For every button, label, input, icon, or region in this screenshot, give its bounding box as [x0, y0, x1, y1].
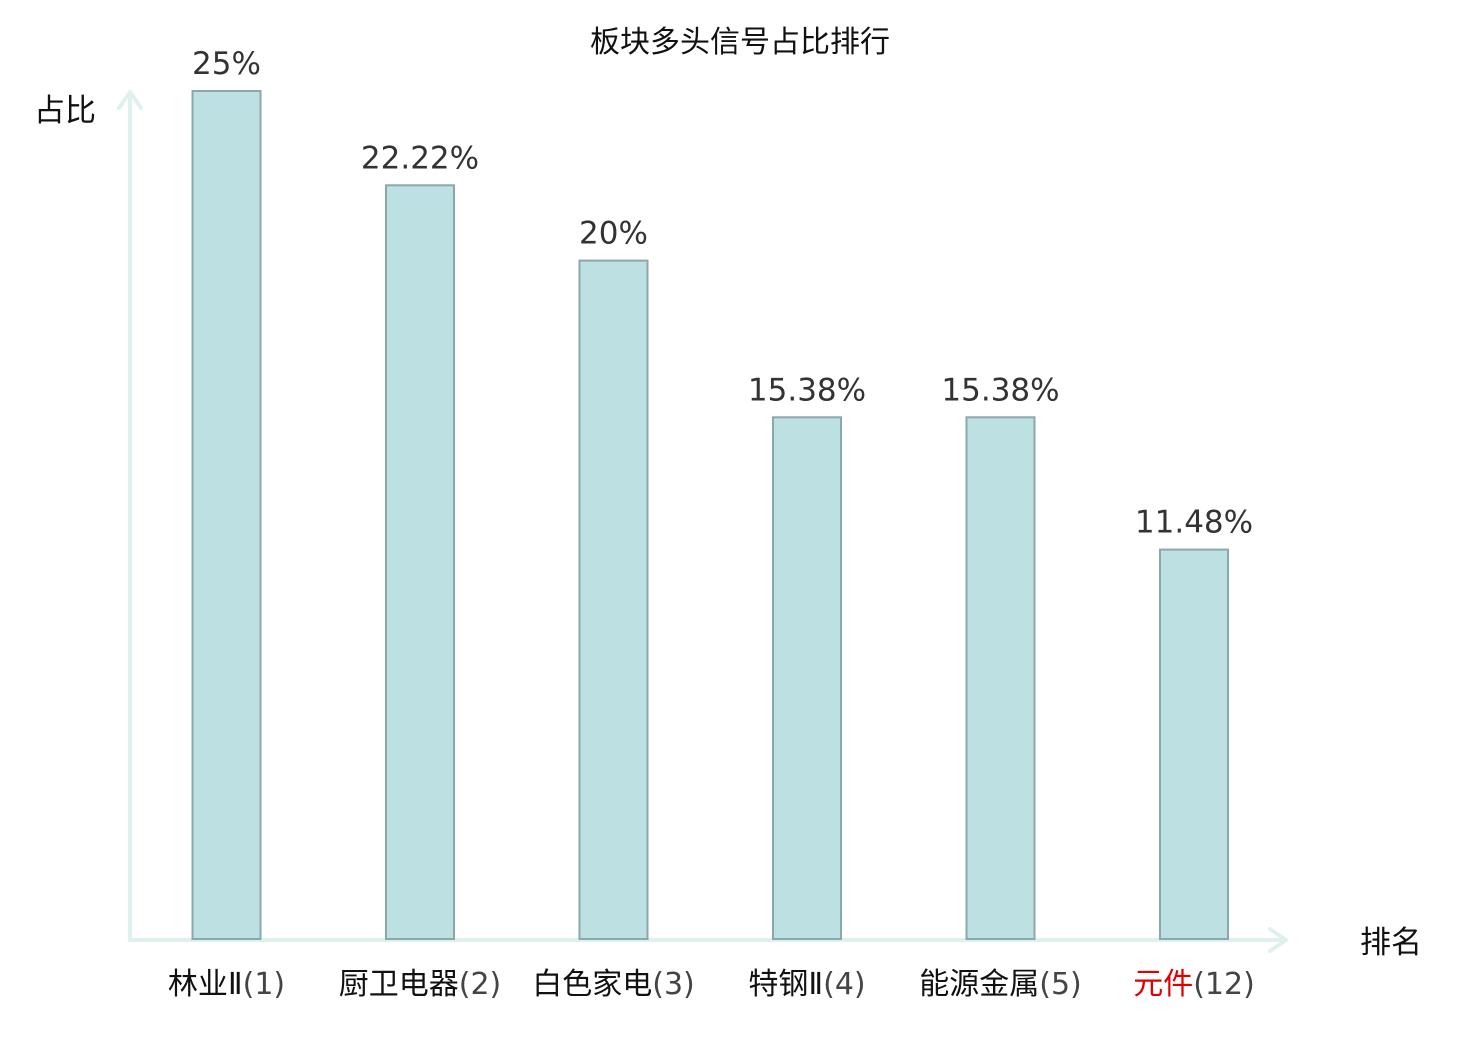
bar — [385, 184, 455, 940]
x-tick-rank: (4) — [823, 967, 866, 1002]
data-label: 22.22% — [361, 140, 479, 176]
x-tick-name: 能源金属 — [919, 967, 1039, 1002]
y-axis-label: 占比 — [34, 93, 96, 129]
bar — [965, 416, 1036, 940]
bar — [578, 259, 649, 941]
bars-group — [191, 90, 1229, 941]
x-axis-arrow — [1268, 927, 1288, 953]
y-axis-arrow — [117, 90, 143, 110]
x-tick-rank: (5) — [1039, 967, 1082, 1002]
x-tick-label: 特钢Ⅱ(4) — [748, 967, 865, 1002]
x-tick-name: 白色家电 — [532, 967, 652, 1002]
data-label: 15.38% — [748, 372, 866, 408]
x-tick-rank: (12) — [1193, 967, 1255, 1002]
data-label: 25% — [192, 46, 261, 82]
data-labels-group: 25% 22.22% 20% 15.38% 15.38% 11.48% — [192, 46, 1253, 541]
bar — [191, 90, 262, 940]
x-tick-rank: (3) — [652, 967, 695, 1002]
x-tick-label: 元件(12) — [1133, 967, 1255, 1002]
bar — [1159, 548, 1229, 940]
data-label: 11.48% — [1135, 505, 1253, 541]
data-label: 20% — [579, 216, 648, 252]
x-axis — [128, 927, 1288, 953]
data-label: 15.38% — [941, 372, 1059, 408]
x-tick-label: 白色家电(3) — [532, 967, 695, 1002]
bar — [772, 416, 842, 940]
x-tick-name: 元件 — [1133, 967, 1193, 1002]
x-tick-name: 厨卫电器 — [339, 967, 459, 1002]
x-tick-label: 林业Ⅱ(1) — [168, 967, 285, 1002]
x-tick-name: 林业Ⅱ — [168, 967, 243, 1002]
x-tick-rank: (1) — [243, 967, 286, 1002]
y-axis — [117, 90, 143, 942]
x-tick-labels-group: 林业Ⅱ(1) 厨卫电器(2) 白色家电(3) 特钢Ⅱ(4) 能源金属(5) 元件(12) — [168, 967, 1255, 1002]
x-tick-label: 能源金属(5) — [919, 967, 1082, 1002]
chart-title: 板块多头信号占比排行 — [590, 25, 890, 60]
x-axis-label: 排名 — [1360, 925, 1422, 961]
x-tick-label: 厨卫电器(2) — [339, 967, 502, 1002]
x-tick-name: 特钢Ⅱ — [748, 967, 823, 1002]
x-tick-rank: (2) — [459, 967, 502, 1002]
